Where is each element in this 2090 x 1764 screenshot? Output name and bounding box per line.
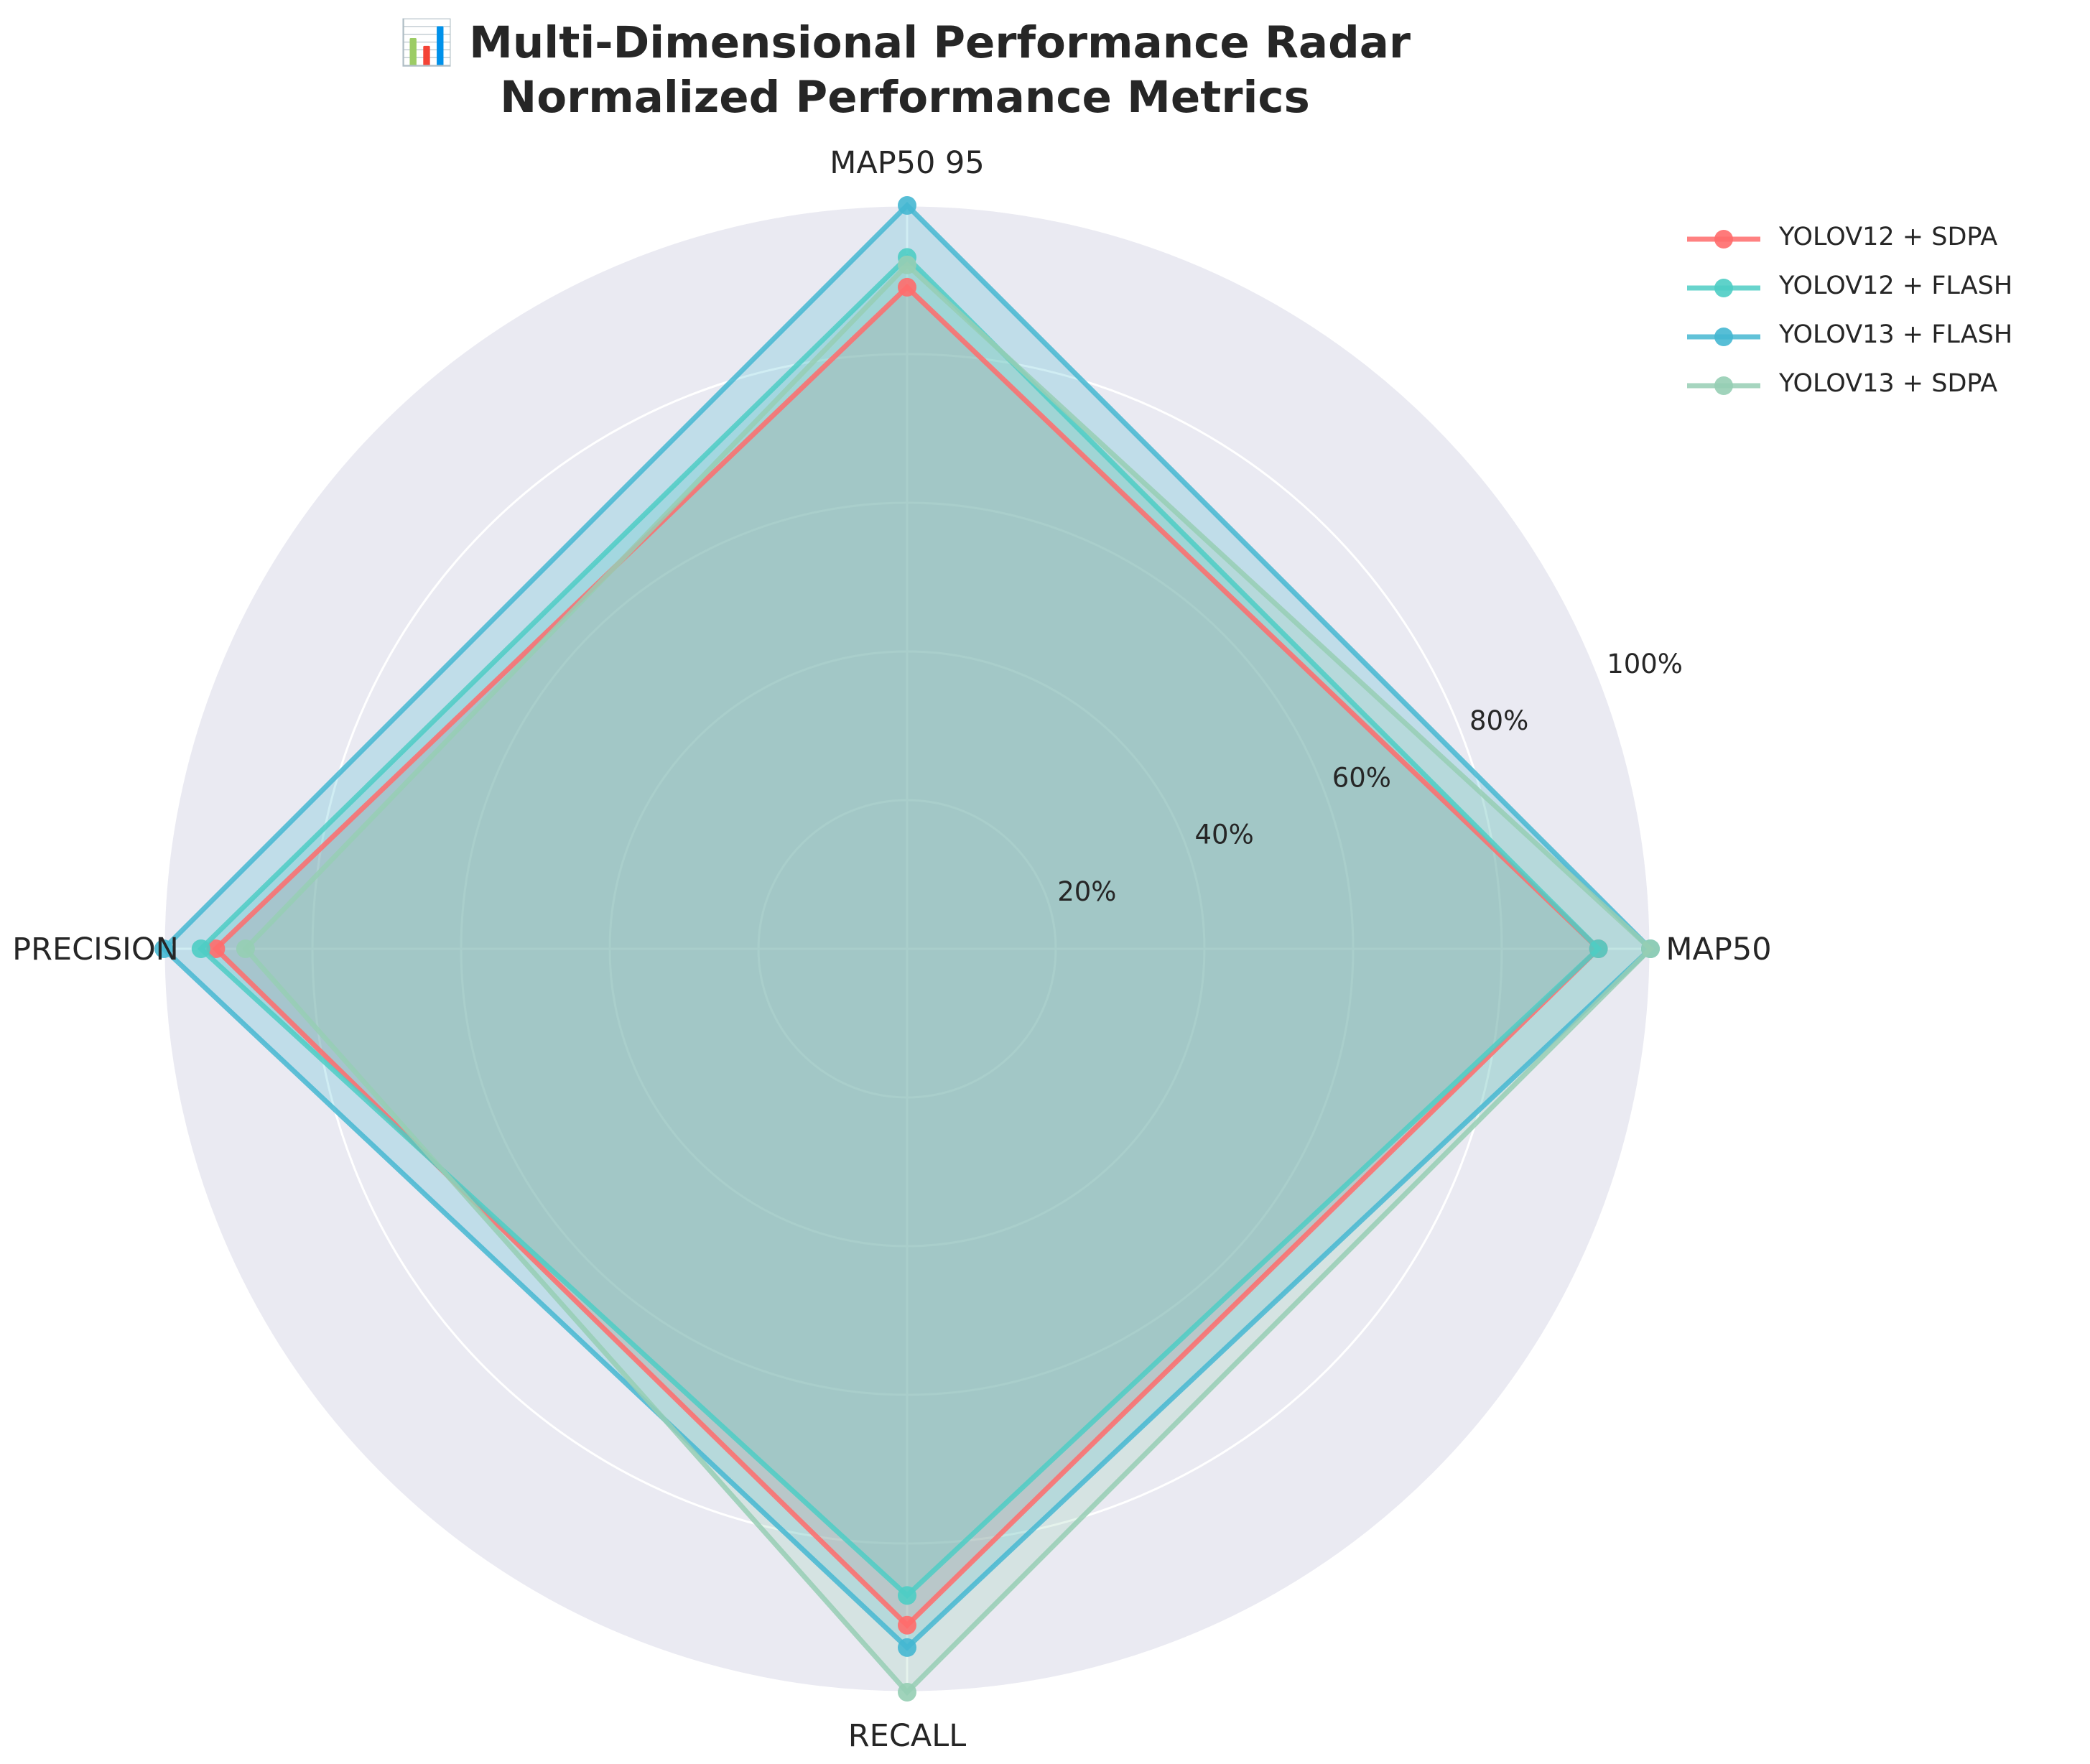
axis-label: PRECISION [12, 932, 179, 967]
series-fill [164, 205, 1650, 1648]
series-point [206, 939, 226, 958]
radial-tick-label: 40% [1195, 820, 1254, 850]
series-point [1641, 939, 1660, 958]
legend-label: YOLOV12 + FLASH [1779, 271, 2013, 300]
axis-label: MAP50 95 [830, 145, 985, 181]
series-point [898, 277, 916, 297]
legend-swatch [1687, 230, 1760, 249]
legend-swatch-marker [1714, 279, 1733, 297]
legend-swatch-marker [1714, 328, 1733, 346]
radial-tick-label: 100% [1607, 649, 1683, 679]
series-point [154, 939, 173, 958]
series-fill [200, 257, 1599, 1596]
axis-label: MAP50 [1666, 932, 1771, 967]
legend-swatch [1687, 376, 1760, 395]
chart-title-line-2: Normalized Performance Metrics [500, 72, 1310, 123]
series-point [898, 1586, 916, 1605]
radar-labels: 20% 40% 60% 80% 100% MAP50 MAP50 95 PRECISION RE… [12, 145, 1771, 1754]
series-point [898, 1615, 916, 1635]
series-point [898, 1638, 916, 1657]
radial-tick-label: 60% [1332, 762, 1391, 793]
legend-swatch [1687, 279, 1760, 297]
series-point [898, 196, 916, 215]
legend-label: YOLOV13 + FLASH [1779, 320, 2013, 349]
series-point [236, 939, 255, 958]
chart-title-line-1: 📊 Multi-Dimensional Performance Radar [399, 17, 1411, 68]
radar-series [154, 196, 1660, 1702]
legend-label: YOLOV12 + SDPA [1779, 223, 1998, 251]
series-fill [245, 264, 1650, 1692]
series-point [191, 939, 210, 958]
axis-label: RECALL [848, 1718, 966, 1754]
series-point [898, 255, 916, 274]
series-point [1589, 939, 1608, 958]
chart-title: 📊 Multi-Dimensional Performance Radar No… [0, 16, 1810, 125]
legend-swatch-marker [1714, 376, 1733, 395]
radial-tick-label: 20% [1057, 876, 1116, 907]
radial-tick-label: 80% [1469, 705, 1528, 736]
legend-swatch [1687, 328, 1760, 346]
legend-label: YOLOV13 + SDPA [1779, 369, 1998, 398]
legend-swatch-marker [1714, 230, 1733, 249]
series-point [898, 1683, 916, 1702]
